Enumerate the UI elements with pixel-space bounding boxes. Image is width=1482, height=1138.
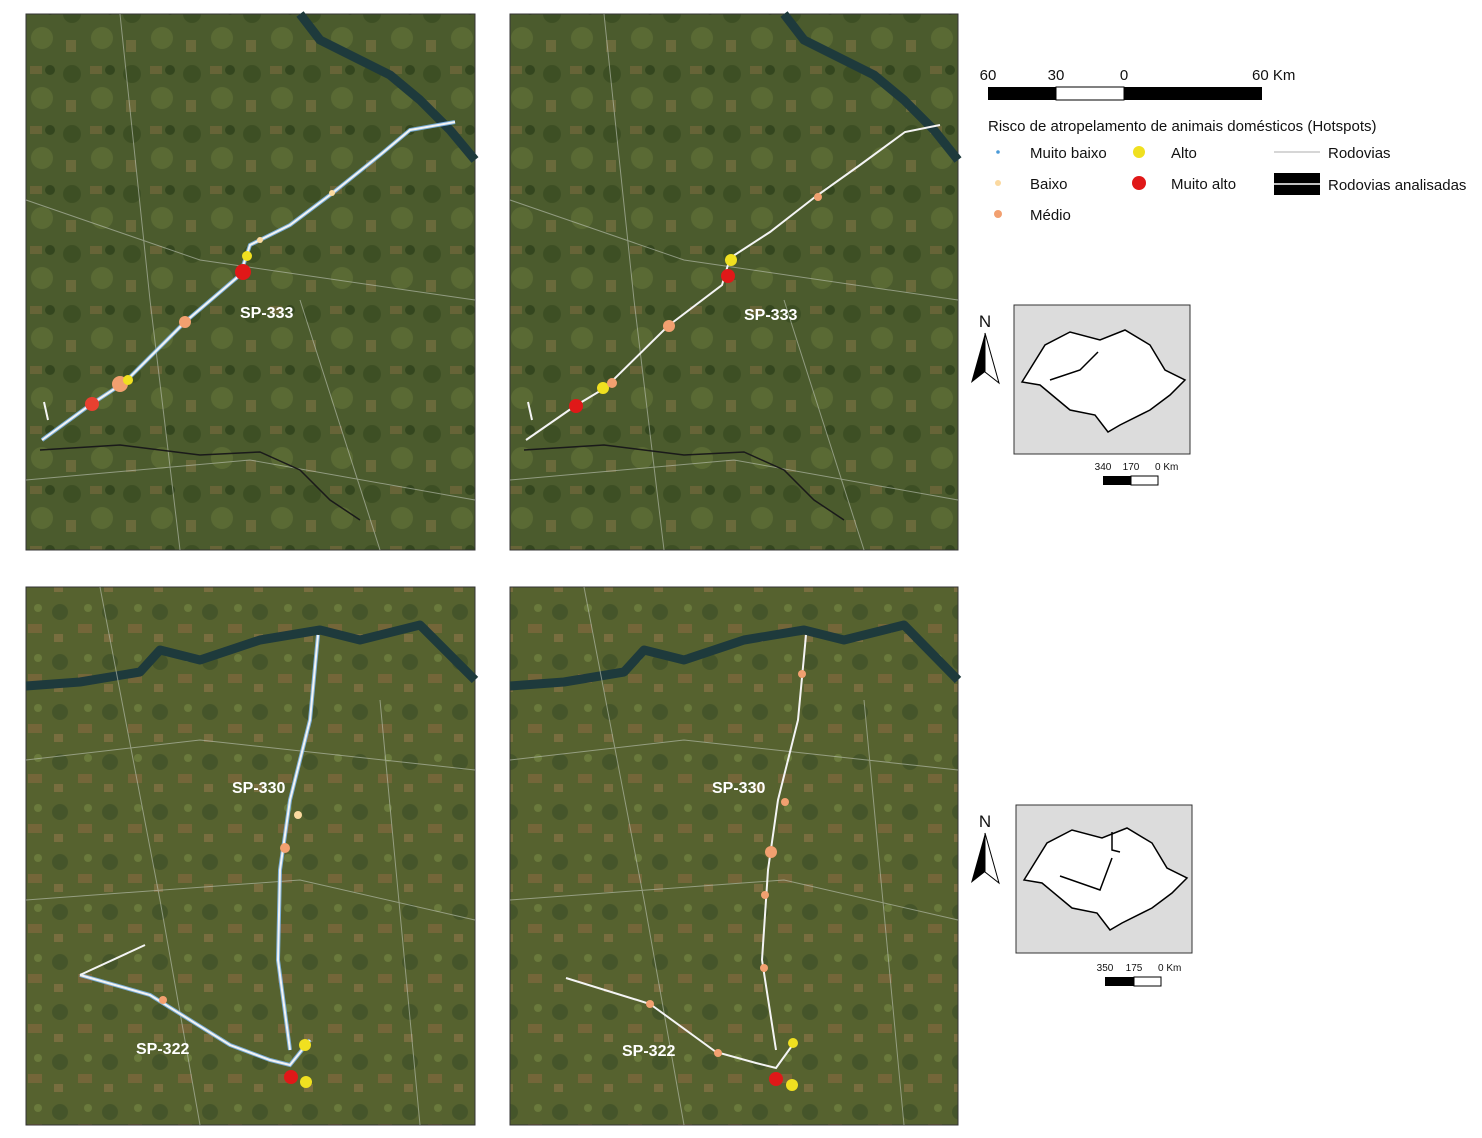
scale-segment [988,87,1056,100]
hotspot [798,670,806,678]
scale-label: 170 [1123,462,1140,473]
map-frame [510,587,958,1125]
map-panel: SP-330 SP-322 [510,587,958,1125]
hotspot [280,843,290,853]
north-label: N [979,812,991,831]
hotspot [299,1039,311,1051]
hotspot [761,891,769,899]
scale-label: 30 [1048,67,1065,84]
scale-segment [1056,87,1124,100]
scale-segment [1131,476,1158,485]
map-frame [26,587,475,1125]
legend-symbol [995,180,1001,186]
legend-label: Rodovias [1328,145,1391,162]
hotspot [786,1079,798,1091]
north-arrow [985,833,999,883]
north-arrow [971,833,985,883]
legend-label: Muito alto [1171,176,1236,193]
hotspot [284,1070,298,1084]
scale-label: 60 [980,67,997,84]
hotspot [714,1049,722,1057]
scale-segment [1105,977,1134,986]
scale-label: 0 Km [1155,462,1178,473]
hotspot [725,254,737,266]
legend-label: Alto [1171,145,1197,162]
hotspot [159,996,167,1004]
hotspot [760,964,768,972]
legend-label: Médio [1030,207,1071,224]
road-label: SP-333 [240,305,293,322]
legend-label: Muito baixo [1030,145,1107,162]
scale-label: 175 [1126,963,1143,974]
hotspot [814,193,822,201]
hotspot [257,237,263,243]
scale-label: 0 [1120,67,1128,84]
hotspot [788,1038,798,1048]
hotspot [85,397,99,411]
road-label: SP-322 [136,1041,189,1058]
legend-symbol [1133,146,1145,158]
legend-symbol [994,210,1002,218]
hotspot [123,375,133,385]
inset: N 340 170 0 Km [971,305,1190,485]
hotspot [646,1000,654,1008]
hotspot [294,811,302,819]
legend-label: Baixo [1030,176,1068,193]
scale-bar: 60 30 0 60 Km [980,67,1296,100]
hotspot [329,190,335,196]
north-arrow [985,333,999,383]
map-panel: SP-330 SP-322 [26,587,475,1125]
road-label: SP-330 [232,780,285,797]
legend-symbol [996,150,1000,154]
figure: SP-333 SP-333 SP-330 SP-322 [0,0,1482,1138]
hotspot [663,320,675,332]
scale-label: 0 Km [1158,963,1181,974]
road-label: SP-322 [622,1043,675,1060]
map-panel: SP-333 [26,14,475,550]
legend-symbol [1132,176,1146,190]
hotspot [242,251,252,261]
scale-label: 350 [1097,963,1114,974]
north-label: N [979,312,991,331]
north-arrow [971,333,985,383]
legend: Risco de atropelamento de animais domést… [988,118,1466,224]
hotspot [569,399,583,413]
scale-label: 340 [1095,462,1112,473]
road-label: SP-330 [712,780,765,797]
hotspot [765,846,777,858]
road-label: SP-333 [744,307,797,324]
scale-segment [1103,476,1131,485]
legend-label: Rodovias analisadas [1328,177,1466,194]
hotspot [179,316,191,328]
hotspot [781,798,789,806]
scale-segment [1134,977,1161,986]
hotspot [300,1076,312,1088]
scale-label: 60 Km [1252,67,1295,84]
hotspot [721,269,735,283]
hotspot [769,1072,783,1086]
legend-title: Risco de atropelamento de animais domést… [988,118,1377,135]
hotspot [607,378,617,388]
hotspot [235,264,251,280]
map-panel: SP-333 [510,14,958,550]
inset: N 350 175 0 Km [971,805,1192,986]
scale-segment [1124,87,1262,100]
